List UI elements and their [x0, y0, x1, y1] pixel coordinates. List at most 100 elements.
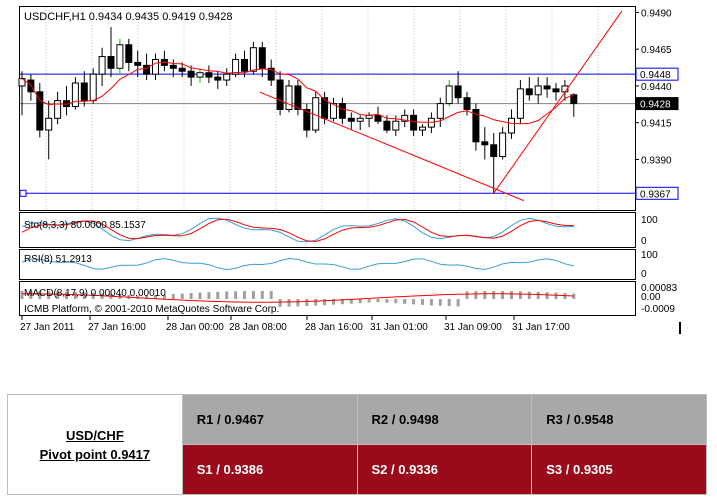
candle-body: [454, 85, 462, 99]
candle-body: [525, 88, 533, 96]
s1-cell: S1 / 0.9386: [181, 444, 358, 495]
pivot-point-label: Pivot point 0.9417: [39, 446, 151, 462]
candle-body: [134, 61, 142, 66]
candle-body: [125, 44, 133, 63]
price-tick-label: 0.9490: [641, 8, 672, 19]
candle-body: [205, 72, 213, 78]
candle-body: [223, 73, 231, 81]
candle-body: [71, 82, 79, 108]
rsi-label: RSI(8) 51.2913: [24, 254, 92, 265]
level-price-box: [635, 67, 679, 81]
s3-cell: S3 / 0.9305: [531, 444, 707, 495]
candle-body: [232, 58, 240, 75]
candle-body: [285, 85, 293, 110]
candle-body: [303, 108, 311, 131]
text-cursor: [679, 322, 681, 334]
candle-body: [89, 73, 97, 102]
candle-body: [178, 67, 186, 72]
trend-line-up: [493, 10, 623, 194]
macd-tick-bottom: -0.0009: [641, 304, 675, 315]
candle-body: [169, 64, 177, 69]
sto-panel: [19, 212, 636, 248]
time-tick-label: 28 Jan 08:00: [229, 322, 287, 333]
candle-body: [356, 117, 364, 122]
candle-body: [499, 132, 507, 158]
time-tick-label: 31 Jan 17:00: [512, 322, 570, 333]
price-tick-label: 0.9415: [641, 119, 672, 130]
candle-body: [347, 117, 355, 122]
candle-body: [196, 72, 204, 78]
candle-body: [401, 114, 409, 122]
candle-body: [294, 85, 302, 110]
candle-body: [392, 120, 400, 131]
pivot-title-cell: USD/CHF Pivot point 0.9417: [7, 394, 183, 495]
s2-cell: S2 / 0.9336: [356, 444, 533, 495]
time-tick-label: 27 Jan 2011: [20, 322, 75, 333]
candle-body: [80, 82, 88, 102]
time-tick-label: 27 Jan 16:00: [88, 322, 146, 333]
candle-body: [534, 85, 542, 96]
rsi-tick-0: 0: [641, 269, 647, 280]
candle-body: [116, 44, 124, 69]
candle-body: [276, 79, 284, 110]
candle-body: [543, 85, 551, 90]
r1-cell: R1 / 0.9467: [181, 394, 358, 445]
level-price-label: 0.9428: [640, 100, 671, 111]
macd-tick-zero: 0.00: [641, 292, 661, 303]
moving-average: [21, 61, 574, 125]
candle-body: [18, 78, 26, 87]
candle-body: [214, 76, 222, 81]
ma-line: [21, 61, 574, 125]
rsi-line: [21, 257, 574, 271]
level-price-box: [635, 186, 679, 200]
time-tick-label: 28 Jan 16:00: [305, 322, 363, 333]
candle-body: [241, 58, 248, 72]
pivot-table: USD/CHF Pivot point 0.9417 R1 / 0.9467 R…: [7, 394, 707, 495]
time-axis: 27 Jan 2011 27 Jan 16:00 28 Jan 00:00 28 Ja…: [20, 316, 570, 333]
candles: [18, 27, 578, 194]
candle-body: [338, 103, 346, 119]
price-tick-label: 0.9465: [641, 45, 672, 56]
candle-body: [143, 64, 151, 75]
sto-tick-0: 0: [641, 236, 647, 247]
level-price-label: 0.9367: [640, 189, 671, 200]
candle-body: [490, 144, 498, 158]
candle-body: [249, 47, 257, 72]
candle-body: [258, 47, 266, 69]
level-price-label: 0.9448: [640, 70, 671, 81]
candle-body: [36, 91, 44, 131]
candle-body: [152, 58, 159, 75]
candle-body: [410, 114, 418, 131]
candle-body: [472, 108, 480, 143]
chart-header: USDCHF,H1 0.9434 0.9435 0.9419 0.9428: [24, 11, 233, 23]
candle-body: [516, 88, 524, 119]
candle-body: [419, 126, 426, 131]
price-tick-label: 0.9440: [641, 82, 672, 93]
candle-body: [481, 141, 489, 146]
macd-signal-line: [22, 293, 574, 303]
price-tick-label: 0.9390: [641, 155, 672, 166]
candle-body: [267, 67, 275, 81]
candle-body: [98, 56, 106, 75]
copyright: ICMB Platform, © 2001-2010 MetaQuotes So…: [24, 304, 279, 315]
candle-body: [463, 97, 471, 110]
sto-signal-line: [21, 218, 574, 243]
candle-body: [552, 88, 560, 93]
sto-label: Sto(8,3,3) 80.0000 85.1537: [24, 220, 146, 231]
indicator-lines: [20, 217, 576, 307]
r2-cell: R2 / 0.9498: [356, 394, 533, 445]
time-tick-label: 31 Jan 01:00: [370, 322, 428, 333]
candle-body: [508, 117, 515, 134]
trend-lines: [259, 10, 623, 202]
time-tick-label: 31 Jan 09:00: [444, 322, 502, 333]
candle-body: [436, 103, 444, 119]
macd-tick-top: 0.00083: [641, 283, 678, 294]
candle-body: [570, 94, 578, 105]
candle-body: [45, 117, 53, 131]
level-price-box: [635, 97, 679, 111]
candle-body: [330, 103, 337, 119]
time-tick-label: 28 Jan 00:00: [166, 322, 224, 333]
macd-panel: [19, 281, 636, 316]
candle-body: [445, 85, 453, 105]
price-axis: 0.9490 0.9465 0.9440 0.9415 0.9390: [635, 8, 672, 166]
